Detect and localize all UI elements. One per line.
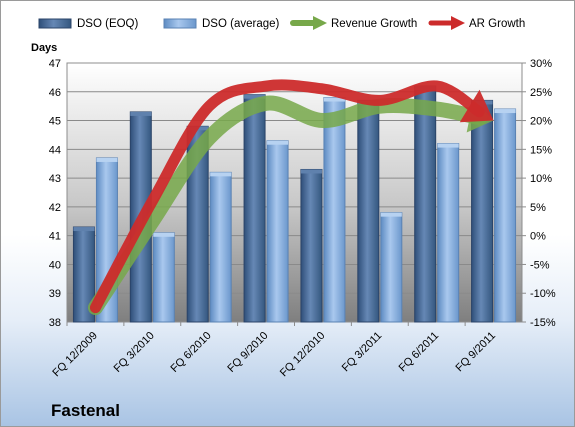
bar-dso-eoq bbox=[414, 85, 437, 323]
y-tick-label: 47 bbox=[49, 58, 61, 70]
growth-lines bbox=[87, 79, 494, 316]
legend-swatch-arrow bbox=[313, 16, 327, 30]
x-tick-label: FQ 12/2009 bbox=[50, 330, 100, 380]
bar-top-cap bbox=[96, 157, 118, 162]
revenue-growth-line bbox=[87, 95, 487, 316]
y2-tick-label: 30% bbox=[530, 58, 552, 70]
bar-dso-average bbox=[152, 232, 175, 323]
bar-top-cap bbox=[437, 143, 459, 148]
x-tick-label: FQ 3/2011 bbox=[340, 330, 385, 375]
legend-swatch-dso-eoq bbox=[38, 18, 72, 29]
bar-dso-eoq bbox=[357, 99, 380, 323]
bar-dso-average bbox=[323, 97, 346, 323]
x-tick-label: FQ 6/2011 bbox=[397, 330, 442, 375]
y-tick-label: 42 bbox=[49, 202, 61, 214]
ar-growth-line bbox=[89, 79, 485, 314]
y2-tick-label: 15% bbox=[530, 144, 552, 156]
y2-tick-label: 20% bbox=[530, 116, 552, 128]
bar-top-cap bbox=[130, 111, 152, 116]
y2-tick-label: 10% bbox=[530, 173, 552, 185]
bar-top-cap bbox=[244, 94, 266, 99]
legend-swatch-dso-average bbox=[163, 18, 197, 29]
ar-growth-arrowhead bbox=[459, 89, 494, 123]
bar-top-cap bbox=[73, 227, 95, 232]
bar-dso-eoq bbox=[471, 99, 494, 323]
legend-label: AR Growth bbox=[469, 18, 525, 30]
x-tick-label: FQ 9/2011 bbox=[453, 330, 498, 375]
y-tick-label: 44 bbox=[49, 144, 61, 156]
y-tick-label: 43 bbox=[49, 173, 61, 185]
y2-tick-label: -15% bbox=[530, 317, 556, 329]
bars bbox=[72, 85, 517, 323]
y-tick-label: 41 bbox=[49, 231, 61, 243]
company-label: Fastenal bbox=[51, 401, 120, 420]
bar-top-cap bbox=[300, 169, 322, 174]
y-tick-label: 45 bbox=[49, 116, 61, 128]
x-tick-label: FQ 6/2010 bbox=[169, 330, 214, 375]
bar-top-cap bbox=[153, 232, 175, 237]
bar-top-cap bbox=[323, 97, 345, 102]
bar-dso-eoq bbox=[300, 168, 323, 323]
y2-tick-label: 0% bbox=[530, 231, 546, 243]
y2-tick-label: 25% bbox=[530, 87, 552, 99]
bar-dso-average bbox=[494, 108, 517, 323]
y2-tick-label: -5% bbox=[530, 259, 550, 271]
x-tick-label: FQ 12/2010 bbox=[278, 330, 328, 380]
legend-swatch-arrow bbox=[451, 16, 465, 30]
y-axis-title: Days bbox=[31, 42, 57, 54]
bar-dso-average bbox=[266, 140, 289, 323]
bar-top-cap bbox=[210, 172, 232, 177]
y2-tick-label: -10% bbox=[530, 288, 556, 300]
x-tick-label: FQ 9/2010 bbox=[225, 330, 270, 375]
y-tick-label: 40 bbox=[49, 259, 61, 271]
legend-label: Revenue Growth bbox=[331, 18, 417, 30]
y-tick-label: 46 bbox=[49, 87, 61, 99]
y-tick-label: 39 bbox=[49, 288, 61, 300]
bar-top-cap bbox=[267, 140, 289, 145]
bar-top-cap bbox=[380, 212, 402, 217]
bar-dso-eoq bbox=[243, 94, 266, 323]
bar-dso-average bbox=[437, 143, 460, 323]
bar-dso-average bbox=[380, 212, 403, 323]
legend-label: DSO (EOQ) bbox=[77, 18, 139, 30]
bar-top-cap bbox=[494, 109, 516, 114]
legend: DSO (EOQ) DSO (average) Revenue Growth AR G… bbox=[38, 16, 525, 30]
x-tick-label: FQ 3/2010 bbox=[112, 330, 157, 375]
y2-tick-label: 5% bbox=[530, 202, 546, 214]
legend-label: DSO (average) bbox=[202, 18, 280, 30]
bar-dso-average bbox=[209, 171, 232, 323]
y-tick-label: 38 bbox=[49, 317, 61, 329]
